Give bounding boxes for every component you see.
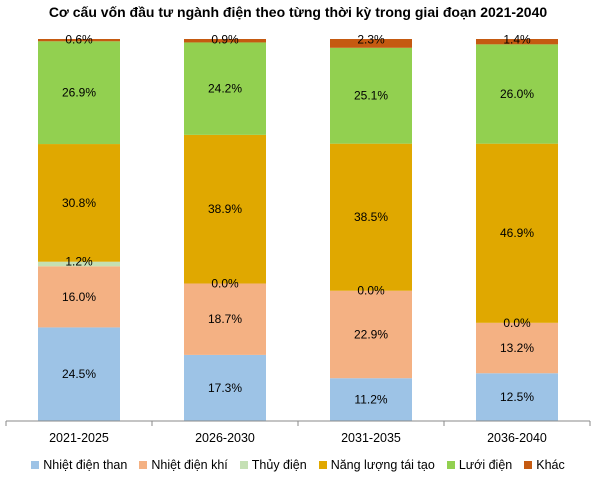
data-label: 13.2% (500, 341, 534, 355)
data-label: 26.0% (500, 87, 534, 101)
bar-segment (38, 266, 120, 328)
data-label: 1.2% (65, 255, 93, 269)
legend: Nhiệt điện than Nhiệt điện khí Thủy điện Nă… (0, 458, 596, 472)
data-label: 22.9% (354, 327, 388, 341)
data-label: 1.4% (503, 33, 531, 47)
legend-item: Năng lượng tái tạo (318, 458, 435, 472)
bar-segment (476, 39, 558, 45)
chart-title: Cơ cấu vốn đầu tư ngành điện theo từng t… (48, 4, 548, 20)
legend-label: Lưới điện (458, 458, 513, 472)
data-label: 11.2% (354, 393, 387, 407)
data-label: 0.0% (503, 316, 531, 330)
bar-segment (330, 290, 412, 379)
data-label: 16.0% (62, 290, 96, 304)
legend-label: Nhiệt điện khí (151, 458, 228, 472)
legend-label: Nhiệt điện than (43, 458, 128, 472)
legend-label: Năng lượng tái tạo (330, 458, 435, 472)
data-label: 0.0% (357, 284, 385, 298)
data-label: 46.9% (500, 226, 534, 240)
data-label: 18.7% (208, 312, 242, 326)
bar-segment (476, 143, 558, 323)
bar-segment (184, 134, 266, 284)
legend-item: Lưới điện (446, 458, 513, 472)
data-label: 0.9% (211, 33, 239, 47)
legend-item: Nhiệt điện than (31, 458, 127, 472)
bar-segment (330, 378, 412, 421)
bar-segment (38, 261, 120, 267)
bar-segment (184, 39, 266, 43)
bar-segment (38, 41, 120, 145)
bar-segment (38, 327, 120, 421)
data-label: 24.2% (208, 82, 242, 96)
x-tick-label: 2021-2025 (49, 431, 109, 445)
legend-swatch (31, 461, 40, 469)
data-label: 2.3% (357, 33, 385, 47)
data-label: 17.3% (208, 381, 242, 395)
bar-segment (184, 42, 266, 135)
bar-segment (476, 322, 558, 374)
legend-swatch (139, 461, 148, 469)
x-tick-label: 2036-2040 (487, 431, 547, 445)
data-label: 0.6% (65, 33, 93, 47)
data-labels-layer: 24.5% 16.0% 1.2% 30.8% 26.9% 0.6% 17.3% 18.7% 0.… (62, 33, 534, 407)
data-label: 26.9% (62, 86, 96, 100)
legend-swatch (239, 461, 248, 469)
data-label: 0.0% (211, 276, 239, 290)
x-tick-label: 2031-2035 (341, 431, 401, 445)
legend-item: Khác (524, 458, 565, 472)
data-label: 38.5% (354, 210, 388, 224)
legend-item: Nhiệt điện khí (139, 458, 228, 472)
bar-segment (38, 39, 120, 42)
legend-label: Thủy điện (251, 458, 307, 472)
legend-item: Thủy điện (239, 458, 307, 472)
legend-label: Khác (536, 458, 565, 472)
data-label: 24.5% (62, 367, 96, 381)
bar-segment (476, 373, 558, 421)
legend-swatch (524, 461, 533, 469)
legend-swatch (446, 461, 455, 469)
bar-segment (38, 144, 120, 262)
bar-segment (330, 39, 412, 48)
x-axis: 2021-2025 2026-2030 2031-2035 2036-2040 (5, 420, 591, 445)
legend-swatch (318, 461, 327, 469)
bar-segment (330, 47, 412, 144)
x-tick-label: 2026-2030 (195, 431, 255, 445)
data-label: 30.8% (62, 196, 96, 210)
bar-segment (476, 44, 558, 144)
bars-layer (38, 39, 558, 421)
data-label: 38.9% (208, 202, 242, 216)
bar-segment (184, 283, 266, 355)
data-label: 25.1% (354, 89, 388, 103)
data-label: 12.5% (500, 390, 534, 404)
bar-segment (330, 143, 412, 291)
bar-segment (184, 354, 266, 421)
